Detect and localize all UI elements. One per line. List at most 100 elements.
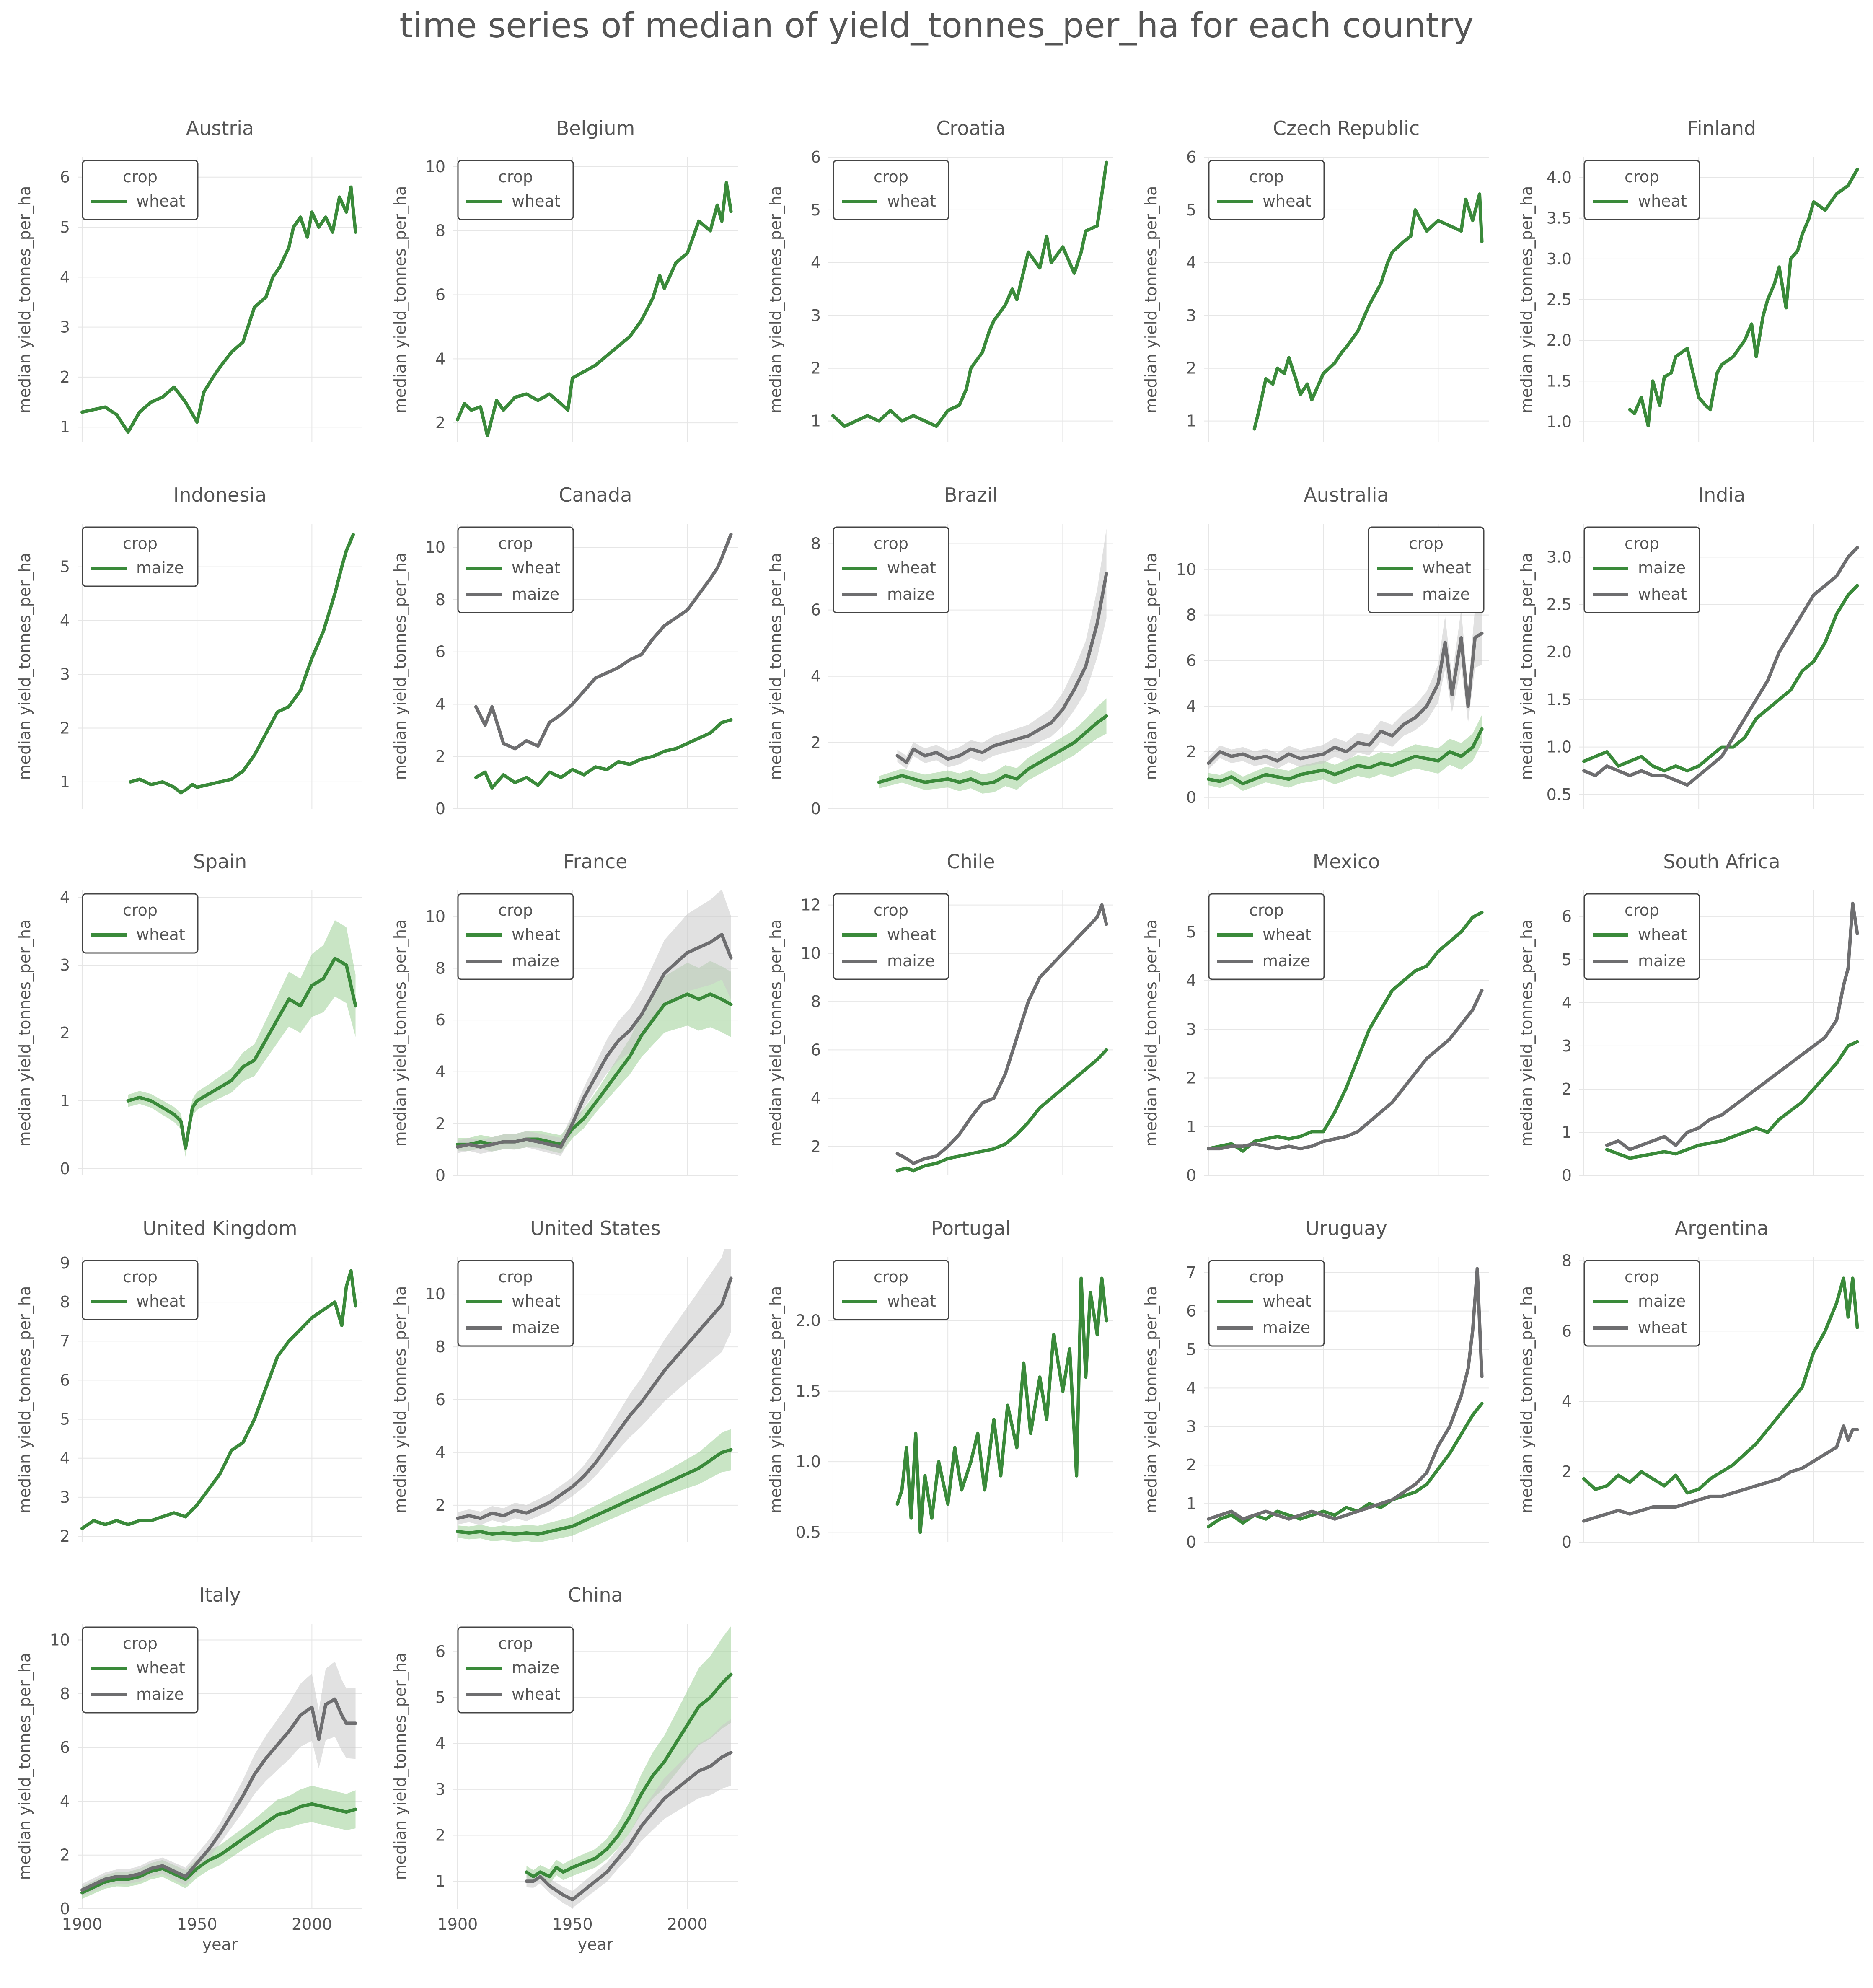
confidence-band-wheat: [879, 698, 1107, 794]
y-tick-label: 3: [60, 1488, 70, 1507]
y-axis-label: median yield_tonnes_per_ha: [1517, 553, 1536, 780]
y-tick-label: 0: [1186, 1533, 1196, 1551]
legend-box: [1208, 893, 1325, 980]
y-tick-label: 2: [811, 359, 821, 378]
y-tick-label: 8: [435, 590, 445, 609]
subplot-title: United States: [530, 1217, 661, 1240]
y-tick-label: 8: [811, 534, 821, 553]
subplot-argentina: Argentina 0 2 4 6 8 median yield_tonnes_per_ha…: [1502, 1217, 1873, 1582]
legend-box: [82, 893, 199, 954]
y-tick-label: 1: [60, 773, 70, 791]
y-axis-label: median yield_tonnes_per_ha: [1517, 919, 1536, 1147]
confidence-band-wheat: [128, 920, 356, 1157]
y-axis-label: median yield_tonnes_per_ha: [766, 186, 785, 414]
plot-area: [455, 181, 733, 437]
series-line-maize: [1605, 901, 1859, 1152]
subplot-title: Mexico: [1313, 850, 1380, 873]
y-tick-label: 3.0: [1547, 250, 1572, 268]
subplot-svg: India 0.5 1.0 1.5 2.0 2.5 3.0 median yield_tonn…: [1517, 484, 1864, 809]
y-tick-label: 5: [811, 201, 821, 219]
y-tick-label: 0.5: [796, 1523, 821, 1541]
legend-label-wheat: wheat: [136, 1659, 185, 1677]
y-tick-label: 8: [60, 1685, 70, 1703]
y-tick-label: 10: [1176, 560, 1196, 579]
x-tick-label: 1900: [437, 1915, 478, 1934]
subplot-south-africa: South Africa 0 1 2 3 4 5 6 median yield_tonnes_p…: [1502, 850, 1873, 1215]
y-tick-label: 5: [1562, 950, 1572, 969]
y-tick-label: 0: [60, 1900, 70, 1918]
y-tick-label: 1: [1186, 412, 1196, 430]
subplot-svg: Canada 0 2 4 6 8 10 median yield_tonnes_per_ha c…: [391, 484, 738, 818]
y-tick-label: 1: [1562, 1123, 1572, 1142]
subplot-chile: Chile 2 4 6 8 10 12 median yield_tonnes_per_ha c…: [751, 850, 1126, 1215]
subplot-title: Czech Republic: [1273, 117, 1420, 140]
y-tick-label: 6: [1562, 1322, 1572, 1340]
series-line-maize: [1206, 989, 1484, 1151]
y-tick-label: 1: [435, 1872, 445, 1890]
plot-area: [80, 185, 357, 434]
y-tick-label: 2: [435, 1496, 445, 1514]
y-tick-label: 6: [435, 1011, 445, 1029]
legend-label-maize: maize: [1638, 559, 1686, 577]
subplot-brazil: Brazil 0 2 4 6 8 median yield_tonnes_per_ha cro…: [751, 484, 1126, 849]
series-line-maize: [895, 572, 1108, 764]
legend-label-wheat: wheat: [136, 925, 185, 944]
legend: crop maize wheat: [1583, 526, 1700, 613]
y-tick-label: 8: [435, 959, 445, 977]
series-line-wheat: [1206, 911, 1484, 1153]
subplot-spain: Spain 0 1 2 3 4 median yield_tonnes_per_ha crop…: [0, 850, 375, 1215]
legend: crop wheat: [1208, 160, 1325, 220]
y-tick-label: 1: [60, 1092, 70, 1110]
subplot-united-kingdom: United Kingdom 2 3 4 5 6 7 8 9 median yield_tonne…: [0, 1217, 375, 1582]
subplot-title: Chile: [947, 850, 995, 873]
y-tick-label: 4: [1562, 1392, 1572, 1411]
legend-label-wheat: wheat: [887, 559, 936, 577]
legend-label-wheat: wheat: [1262, 1292, 1312, 1310]
subplot-title: France: [564, 850, 628, 873]
y-tick-label: 6: [435, 1642, 445, 1661]
legend: crop wheat maize: [1208, 1260, 1325, 1347]
subplot-italy: Italy 0 2 4 6 8 10 1900 1950 2000 year median yield…: [0, 1584, 375, 1954]
legend-label-maize: maize: [1638, 1292, 1686, 1310]
legend-label-maize: maize: [136, 1685, 184, 1703]
y-tick-label: 1: [811, 412, 821, 430]
legend-box: [1583, 526, 1700, 613]
series-line-maize: [1206, 632, 1484, 765]
y-tick-label: 8: [435, 222, 445, 240]
y-tick-label: 10: [425, 1285, 445, 1303]
subplot-czech-republic: Czech Republic 1 2 3 4 5 6 median yield_tonnes_…: [1126, 117, 1502, 482]
y-axis-label: median yield_tonnes_per_ha: [766, 553, 785, 780]
x-tick-label: 1950: [177, 1915, 217, 1934]
subplot-svg: France 0 2 4 6 8 10 median yield_tonnes_per_ha c…: [391, 850, 738, 1185]
legend-label-wheat: wheat: [887, 192, 936, 210]
subplot-svg: China 1 2 3 4 5 6 1900 1950 2000 year median yield_…: [391, 1584, 738, 1954]
y-tick-label: 3: [60, 665, 70, 683]
legend-title: crop: [498, 901, 533, 919]
y-tick-label: 1: [60, 418, 70, 436]
legend: crop wheat maize: [833, 893, 949, 980]
subplot-svg: Portugal 0.5 1.0 1.5 2.0 median yield_tonnes_…: [766, 1217, 1113, 1542]
x-tick-label: 1900: [62, 1915, 103, 1934]
subplot-svg: United States 2 4 6 8 10 median yield_tonnes_p…: [391, 1217, 738, 1542]
subplot-title: Austria: [186, 117, 254, 140]
legend: crop maize wheat: [1583, 1260, 1700, 1347]
legend-label-wheat: wheat: [1262, 925, 1312, 944]
legend-label-wheat: wheat: [512, 925, 561, 944]
y-tick-label: 2.0: [1547, 643, 1572, 661]
subplot-uruguay: Uruguay 0 1 2 3 4 5 6 7 median yield_tonnes_per_h…: [1126, 1217, 1502, 1582]
y-tick-label: 5: [435, 1688, 445, 1706]
plot-area: [1206, 1267, 1484, 1529]
y-axis-label: median yield_tonnes_per_ha: [16, 1653, 34, 1880]
series-line-wheat: [1605, 1040, 1859, 1160]
confidence-band-maize: [1208, 601, 1482, 769]
y-tick-label: 4: [435, 1734, 445, 1752]
y-tick-label: 2.0: [1547, 331, 1572, 349]
y-axis-label: median yield_tonnes_per_ha: [1142, 919, 1160, 1147]
series-line-wheat: [80, 1269, 357, 1530]
y-axis-label: median yield_tonnes_per_ha: [16, 1286, 34, 1514]
series-line-maize: [1582, 1276, 1859, 1495]
legend-label-maize: maize: [512, 1318, 559, 1337]
subplot-united-states: United States 2 4 6 8 10 median yield_tonnes_p…: [375, 1217, 751, 1582]
y-axis-label: median yield_tonnes_per_ha: [391, 553, 409, 780]
legend-label-wheat: wheat: [512, 1292, 561, 1310]
